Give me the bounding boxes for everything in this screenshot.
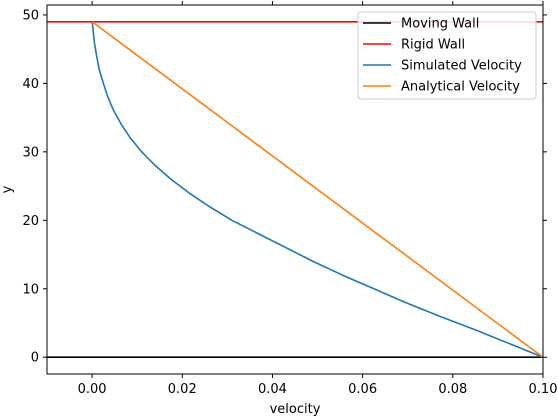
- legend-label: Simulated Velocity: [401, 59, 522, 74]
- y-tick-label: 50: [22, 8, 39, 23]
- plot-frame: [46, 4, 544, 375]
- legend-label: Rigid Wall: [401, 38, 465, 53]
- legend: Moving Wall Rigid Wall Simulated Velocity A…: [357, 11, 537, 100]
- y-tick-label: 10: [22, 282, 39, 297]
- legend-box: [357, 11, 537, 100]
- series-simulated-velocity: [91, 21, 544, 358]
- y-tick-label: 20: [22, 214, 39, 229]
- x-axis-ticks: 0.00 0.02 0.04 0.06 0.08 0.10: [78, 1, 558, 397]
- y-tick-label: 30: [22, 145, 39, 160]
- y-tick-label: 40: [22, 77, 39, 92]
- x-axis-label: velocity: [270, 402, 321, 417]
- legend-label: Moving Wall: [401, 17, 479, 32]
- x-tick-label: 0.00: [78, 382, 107, 397]
- x-tick-label: 0.06: [348, 382, 377, 397]
- series-analytical-velocity: [91, 21, 544, 358]
- x-tick-label: 0.04: [258, 382, 287, 397]
- x-tick-label: 0.10: [529, 382, 558, 397]
- x-tick-label: 0.02: [168, 382, 197, 397]
- legend-label: Analytical Velocity: [401, 80, 520, 95]
- y-axis-label: y: [0, 185, 15, 193]
- y-tick-label: 0: [31, 351, 39, 366]
- y-axis-ticks: 0 10 20 30 40 50: [22, 8, 547, 366]
- x-tick-label: 0.08: [438, 382, 467, 397]
